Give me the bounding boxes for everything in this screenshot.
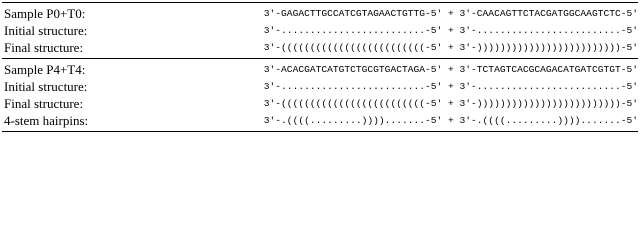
table-row: Final structure: 3′-(((((((((((((((((((((… [2,39,638,59]
row-label: 4-stem hairpins: [4,112,89,128]
table-row: 4-stem hairpins: 3′-.((((.........))))...… [2,112,638,132]
row-label: Final structure: [4,95,84,111]
sequence: 3′-.........................-5′ + 3′-...… [263,81,638,92]
table-row: Final structure: 3′-(((((((((((((((((((((… [2,95,638,112]
structure-table: Sample P0+T0: 3′-GAGACTTGCCATCGTAGAACTGTT… [2,2,638,132]
sequence: 3′-.........................-5′ + 3′-...… [263,25,638,36]
table-row: Sample P0+T0: 3′-GAGACTTGCCATCGTAGAACTGTT… [2,3,638,23]
row-label: Sample P4+T4: [4,61,86,77]
row-label: Initial structure: [4,22,88,38]
table-row: Sample P4+T4: 3′-ACACGATCATGTCTGCGTGACTAG… [2,59,638,79]
row-label: Initial structure: [4,78,88,94]
table-section: Sample P0+T0: 3′-GAGACTTGCCATCGTAGAACTGTT… [2,3,638,59]
table-row: Initial structure: 3′-...................… [2,78,638,95]
row-label: Final structure: [4,39,84,55]
table-row: Initial structure: 3′-...................… [2,22,638,39]
row-label: Sample P0+T0: [4,5,86,21]
sequence: 3′-GAGACTTGCCATCGTAGAACTGTTG-5′ + 3′-CAA… [263,8,638,19]
page: Sample P0+T0: 3′-GAGACTTGCCATCGTAGAACTGTT… [2,2,638,132]
sequence: 3′-(((((((((((((((((((((((((-5′ + 3′-)))… [263,98,638,109]
sequence: 3′-ACACGATCATGTCTGCGTGACTAGA-5′ + 3′-TCT… [263,64,638,75]
sequence: 3′-(((((((((((((((((((((((((-5′ + 3′-)))… [263,42,638,53]
table-section: Sample P4+T4: 3′-ACACGATCATGTCTGCGTGACTAG… [2,58,638,132]
sequence: 3′-.((((.........)))).......-5′ + 3′-.((… [263,115,638,126]
